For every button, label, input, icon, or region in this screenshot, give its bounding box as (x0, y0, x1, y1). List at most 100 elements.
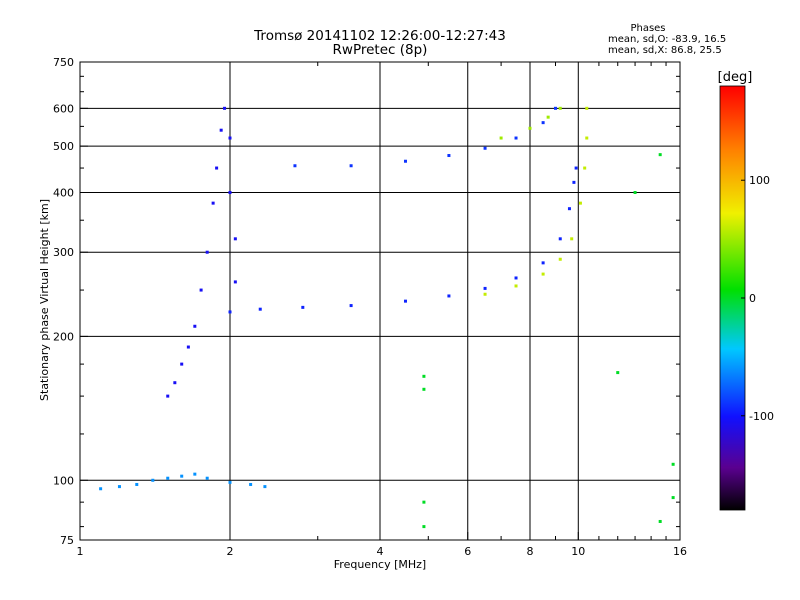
data-point (541, 121, 545, 125)
data-points (99, 106, 675, 529)
data-point (151, 478, 155, 482)
axis-ticks: 1 2 4 6 8 10 16 75 100 200 300 400 500 600 750 (53, 56, 687, 558)
x-tick-label: 8 (527, 545, 534, 558)
x-tick-label: 6 (464, 545, 471, 558)
y-tick-label: 75 (60, 534, 74, 547)
data-point (553, 106, 557, 110)
data-point (447, 154, 451, 158)
data-point (546, 115, 550, 119)
y-axis-label: Stationary phase Virtual Height [km] (38, 199, 51, 401)
data-point (228, 480, 232, 484)
data-point (585, 136, 589, 140)
data-point (193, 324, 197, 328)
data-point (514, 276, 518, 280)
data-point (541, 272, 545, 276)
data-point (483, 286, 487, 290)
phases-o-line: mean, sd,O: -83.9, 16.5 (608, 34, 726, 45)
data-point (422, 525, 426, 529)
data-point (558, 106, 562, 110)
x-tick-label: 1 (77, 545, 84, 558)
data-point (215, 166, 219, 170)
data-point (180, 362, 184, 366)
data-point (514, 136, 518, 140)
phases-title: Phases (630, 23, 665, 34)
data-point (658, 519, 662, 523)
x-tick-label: 2 (227, 545, 234, 558)
data-point (570, 237, 574, 241)
data-point (233, 237, 237, 241)
data-point (422, 500, 426, 504)
chart-subtitle: RwPretec (8p) (333, 42, 428, 58)
data-point (301, 305, 305, 309)
data-point (671, 462, 675, 466)
data-point (211, 201, 215, 205)
data-point (249, 482, 253, 486)
data-point (228, 136, 232, 140)
data-point (228, 310, 232, 314)
data-point (186, 345, 190, 349)
data-point (422, 374, 426, 378)
data-point (578, 201, 582, 205)
data-point (205, 250, 209, 254)
y-tick-label: 600 (53, 102, 74, 115)
y-tick-label: 400 (53, 186, 74, 199)
data-point (219, 128, 223, 132)
data-point (558, 237, 562, 241)
data-point (574, 166, 578, 170)
data-point (558, 257, 562, 261)
data-point (180, 474, 184, 478)
data-point (258, 307, 262, 311)
y-tick-label: 750 (53, 56, 74, 69)
data-point (403, 299, 407, 303)
data-point (403, 159, 407, 163)
data-point (567, 207, 571, 211)
data-point (263, 485, 267, 489)
data-point (223, 106, 227, 110)
y-tick-label: 100 (53, 474, 74, 487)
chart-title: Tromsø 20141102 12:26:00-12:27:43 (253, 28, 506, 44)
colorbar-tick-label: 0 (749, 292, 756, 305)
data-point (583, 166, 587, 170)
data-point (99, 487, 103, 491)
x-axis-label: Frequency [MHz] (334, 558, 426, 571)
colorbar-tick-label: -100 (749, 410, 774, 423)
data-point (205, 476, 209, 480)
data-point (135, 482, 139, 486)
data-point (193, 472, 197, 476)
data-point (528, 126, 532, 130)
x-tick-label: 16 (673, 545, 687, 558)
x-tick-label: 10 (571, 545, 585, 558)
data-point (173, 381, 177, 385)
data-point (349, 304, 353, 308)
data-point (658, 153, 662, 157)
data-point (293, 164, 297, 168)
data-point (572, 180, 576, 184)
data-point (233, 280, 237, 284)
data-point (166, 476, 170, 480)
data-point (499, 136, 503, 140)
data-point (633, 190, 637, 194)
data-point (483, 146, 487, 150)
data-point (422, 387, 426, 391)
data-point (585, 106, 589, 110)
data-point (671, 496, 675, 500)
y-tick-label: 200 (53, 330, 74, 343)
y-tick-label: 300 (53, 246, 74, 259)
data-point (228, 190, 232, 194)
y-tick-label: 500 (53, 140, 74, 153)
phases-x-line: mean, sd,X: 86.8, 25.5 (608, 45, 722, 56)
data-point (514, 284, 518, 288)
data-point (483, 292, 487, 296)
colorbar-tick-label: 100 (749, 174, 770, 187)
data-point (349, 164, 353, 168)
data-point (447, 294, 451, 298)
colorbar-unit: [deg] (718, 70, 753, 85)
data-point (541, 261, 545, 265)
data-point (166, 394, 170, 398)
colorbar-ticks: 100 0 -100 (741, 174, 774, 423)
grid-lines (80, 62, 680, 540)
data-point (117, 485, 121, 489)
x-tick-label: 4 (377, 545, 384, 558)
data-point (616, 371, 620, 375)
